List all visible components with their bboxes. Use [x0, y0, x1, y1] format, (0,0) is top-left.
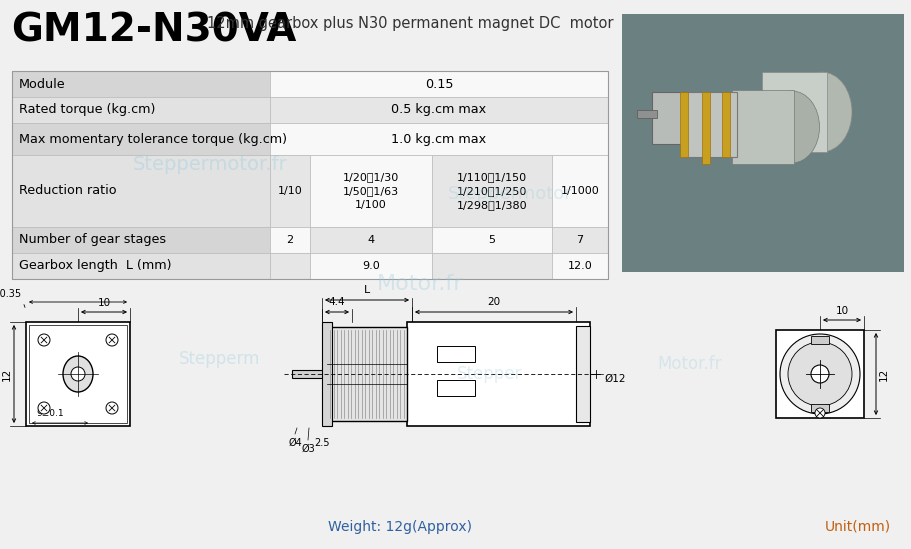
Bar	[12, 227, 270, 253]
Text: 10: 10	[97, 298, 110, 308]
Text: 12: 12	[2, 367, 12, 380]
Text: Ø3: Ø3	[302, 444, 315, 454]
Text: Stepperm: Stepperm	[179, 350, 261, 368]
Text: Ø4: Ø4	[288, 438, 302, 448]
Bar	[270, 97, 608, 123]
Circle shape	[38, 402, 50, 414]
Text: 2: 2	[286, 235, 293, 245]
Bar	[270, 227, 310, 253]
Bar	[652, 92, 687, 144]
Circle shape	[38, 334, 50, 346]
Bar	[26, 322, 130, 426]
Text: 12.0: 12.0	[568, 261, 592, 271]
Text: Rated torque (kg.cm): Rated torque (kg.cm)	[19, 104, 156, 116]
Bar	[270, 123, 608, 155]
Bar	[552, 253, 608, 279]
Bar	[762, 72, 827, 152]
Circle shape	[106, 402, 118, 414]
Circle shape	[71, 367, 85, 381]
Text: Reduction ratio: Reduction ratio	[19, 184, 117, 198]
Text: GM12-N30VA: GM12-N30VA	[11, 11, 296, 49]
Bar	[552, 227, 608, 253]
Text: 1/20、1/30
1/50、1/63
1/100: 1/20、1/30 1/50、1/63 1/100	[343, 172, 399, 210]
Bar	[682, 92, 737, 157]
Bar	[576, 326, 590, 422]
Text: Gearbox length  L (mm): Gearbox length L (mm)	[19, 260, 171, 272]
Bar	[702, 92, 710, 164]
Text: 0.15: 0.15	[425, 77, 454, 91]
Text: 12: 12	[879, 367, 889, 380]
Bar	[310, 155, 432, 227]
Bar	[322, 322, 332, 426]
Bar	[12, 97, 270, 123]
Bar	[432, 227, 552, 253]
Bar	[776, 330, 864, 418]
Text: 4: 4	[367, 235, 374, 245]
Text: Number of gear stages: Number of gear stages	[19, 233, 166, 247]
Bar	[811, 336, 829, 344]
Text: 0.5 kg.cm max: 0.5 kg.cm max	[392, 104, 486, 116]
Bar	[622, 14, 904, 272]
Text: Motor.fr: Motor.fr	[377, 274, 464, 294]
Bar	[12, 71, 270, 97]
Bar	[12, 253, 270, 279]
Bar	[407, 322, 590, 426]
Text: 10: 10	[835, 306, 848, 316]
Circle shape	[106, 334, 118, 346]
Text: Module: Module	[19, 77, 66, 91]
Text: Stepper: Stepper	[457, 365, 523, 383]
Text: 4.4: 4.4	[329, 297, 345, 307]
Text: L: L	[363, 285, 370, 295]
Text: 1/10: 1/10	[278, 186, 302, 196]
Text: 2-M1.6×0.35: 2-M1.6×0.35	[0, 289, 21, 299]
Bar	[327, 327, 407, 421]
Bar	[432, 253, 552, 279]
Circle shape	[811, 365, 829, 383]
Bar	[12, 155, 270, 227]
Text: 9.0: 9.0	[363, 261, 380, 271]
Bar	[437, 380, 475, 396]
Ellipse shape	[764, 91, 820, 163]
Ellipse shape	[63, 356, 93, 392]
Circle shape	[815, 408, 825, 418]
Text: 1/1000: 1/1000	[560, 186, 599, 196]
Text: 2.5: 2.5	[314, 438, 330, 448]
Bar	[270, 71, 608, 97]
Bar	[432, 155, 552, 227]
Bar	[270, 155, 310, 227]
Bar	[552, 155, 608, 227]
Text: 20: 20	[487, 297, 500, 307]
Bar	[680, 92, 688, 157]
Bar	[12, 123, 270, 155]
Text: Unit(mm): Unit(mm)	[825, 520, 891, 534]
Text: 7: 7	[577, 235, 584, 245]
Text: 5: 5	[488, 235, 496, 245]
Text: 1.0 kg.cm max: 1.0 kg.cm max	[392, 132, 486, 145]
Text: 1/110、1/150
1/210、1/250
1/298、1/380: 1/110、1/150 1/210、1/250 1/298、1/380	[456, 172, 527, 210]
Bar	[29, 325, 127, 423]
Circle shape	[780, 334, 860, 414]
Text: Ø12: Ø12	[604, 374, 626, 384]
Ellipse shape	[792, 72, 852, 152]
Bar	[722, 92, 730, 157]
Text: Max momentary tolerance torque (kg.cm): Max momentary tolerance torque (kg.cm)	[19, 132, 287, 145]
Circle shape	[788, 342, 852, 406]
Bar	[310, 227, 432, 253]
Bar	[270, 253, 310, 279]
Text: Steppermotor: Steppermotor	[447, 185, 572, 203]
Bar	[437, 346, 475, 362]
Text: Motor.fr: Motor.fr	[658, 355, 722, 373]
Text: 12mm gearbox plus N30 permanent magnet DC  motor: 12mm gearbox plus N30 permanent magnet D…	[207, 16, 613, 31]
Bar	[637, 110, 657, 118]
Bar	[811, 404, 829, 412]
Text: Weight: 12g(Approx): Weight: 12g(Approx)	[328, 520, 472, 534]
Bar	[310, 253, 432, 279]
Bar	[732, 90, 794, 164]
Text: 9±0.1: 9±0.1	[36, 409, 64, 418]
Bar	[12, 71, 608, 279]
Text: Steppermotor.fr: Steppermotor.fr	[133, 154, 287, 173]
Bar	[292, 370, 325, 378]
